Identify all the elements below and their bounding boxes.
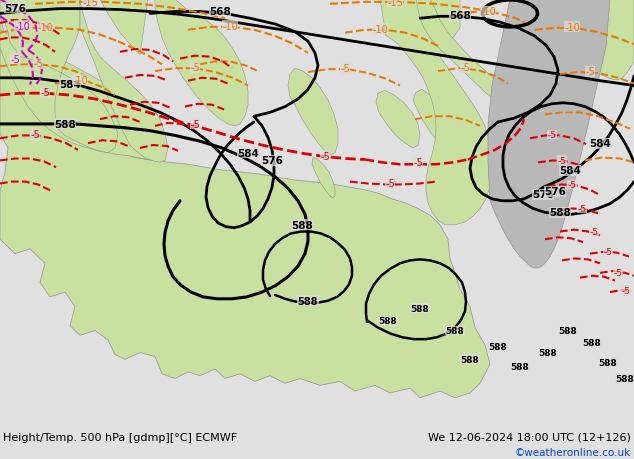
Text: -10: -10 xyxy=(372,25,388,35)
Text: 584: 584 xyxy=(59,79,81,90)
Text: We 12-06-2024 18:00 UTC (12+126): We 12-06-2024 18:00 UTC (12+126) xyxy=(428,431,631,442)
Text: 588: 588 xyxy=(598,358,618,367)
Text: -15: -15 xyxy=(82,0,98,8)
Text: 576: 576 xyxy=(4,4,26,14)
Text: -5: -5 xyxy=(385,178,395,188)
Text: -5: -5 xyxy=(614,269,623,278)
Text: 576: 576 xyxy=(532,190,554,200)
Polygon shape xyxy=(413,90,448,146)
Text: 588: 588 xyxy=(616,374,634,383)
Text: -5: -5 xyxy=(190,120,200,129)
Text: -5: -5 xyxy=(548,131,557,140)
Text: 588: 588 xyxy=(411,304,429,313)
Text: -5: -5 xyxy=(10,55,20,64)
Text: -5: -5 xyxy=(557,157,567,166)
Text: -5: -5 xyxy=(578,205,586,213)
Polygon shape xyxy=(0,0,490,398)
Text: -5: -5 xyxy=(340,64,350,74)
Text: 576: 576 xyxy=(261,156,283,166)
Text: -10: -10 xyxy=(37,23,53,33)
Text: 568: 568 xyxy=(449,11,471,21)
Text: 588: 588 xyxy=(559,326,578,335)
Text: 588: 588 xyxy=(378,317,398,326)
Text: -10: -10 xyxy=(480,7,496,17)
Polygon shape xyxy=(540,0,634,80)
Text: -10: -10 xyxy=(222,22,238,32)
Text: 588: 588 xyxy=(583,339,602,348)
Text: 584: 584 xyxy=(559,166,581,176)
Text: 568: 568 xyxy=(209,6,231,17)
Text: -10: -10 xyxy=(72,76,88,85)
Text: -5: -5 xyxy=(413,158,423,168)
Text: -5: -5 xyxy=(585,67,595,77)
Text: 588: 588 xyxy=(489,342,507,352)
Polygon shape xyxy=(0,31,165,161)
Polygon shape xyxy=(376,91,420,149)
Text: -5: -5 xyxy=(621,286,630,295)
Text: 588: 588 xyxy=(549,208,571,218)
Text: 576: 576 xyxy=(544,187,566,197)
Polygon shape xyxy=(488,0,610,269)
Text: 588: 588 xyxy=(510,362,529,371)
Text: ©weatheronline.co.uk: ©weatheronline.co.uk xyxy=(515,447,631,457)
Text: -5: -5 xyxy=(320,151,330,161)
Polygon shape xyxy=(380,0,492,225)
Text: 584: 584 xyxy=(589,139,611,149)
Text: 584: 584 xyxy=(237,148,259,158)
Polygon shape xyxy=(0,0,118,153)
Text: 588: 588 xyxy=(446,326,464,335)
Text: -5: -5 xyxy=(30,130,40,140)
Text: -5: -5 xyxy=(460,63,470,73)
Text: -5: -5 xyxy=(590,228,598,236)
Text: -5: -5 xyxy=(40,88,50,98)
Text: -10: -10 xyxy=(564,23,580,33)
Text: 588: 588 xyxy=(298,296,318,306)
Text: 588: 588 xyxy=(54,120,76,129)
Text: -15: -15 xyxy=(387,0,403,8)
Text: -5: -5 xyxy=(567,180,576,190)
Text: -5: -5 xyxy=(190,63,200,73)
Polygon shape xyxy=(312,158,335,198)
Text: 588: 588 xyxy=(291,220,313,230)
Polygon shape xyxy=(155,0,248,127)
Text: -5: -5 xyxy=(33,59,43,69)
Polygon shape xyxy=(288,69,338,155)
Polygon shape xyxy=(80,0,168,163)
Polygon shape xyxy=(100,0,148,56)
Text: 588: 588 xyxy=(461,355,479,364)
Text: 588: 588 xyxy=(539,348,557,357)
Text: -10: -10 xyxy=(14,22,30,32)
Text: -5: -5 xyxy=(604,248,612,257)
Polygon shape xyxy=(416,0,508,103)
Text: Height/Temp. 500 hPa [gdmp][°C] ECMWF: Height/Temp. 500 hPa [gdmp][°C] ECMWF xyxy=(3,431,237,442)
